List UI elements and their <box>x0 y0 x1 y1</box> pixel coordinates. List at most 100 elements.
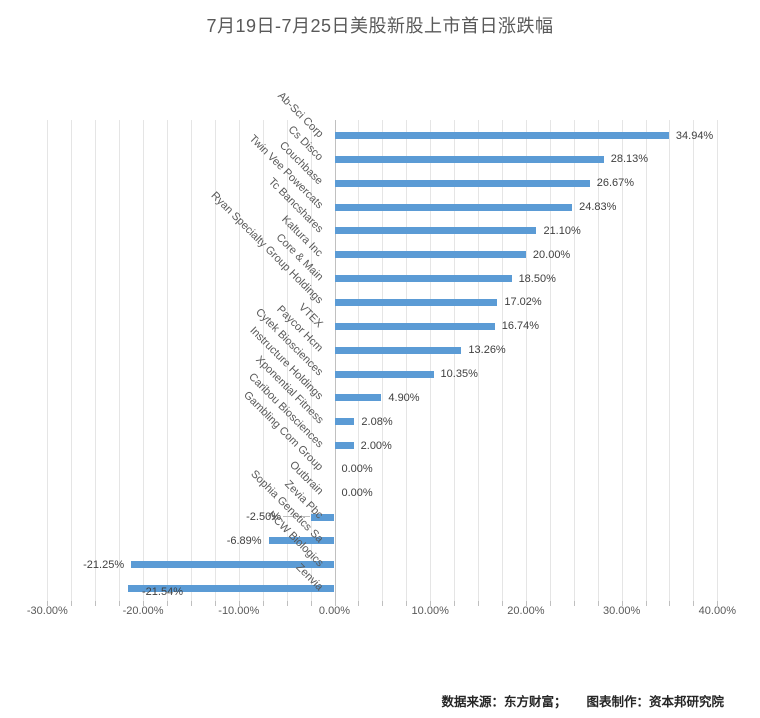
gridline <box>525 120 527 601</box>
bar-value-label: -21.25% <box>83 558 125 571</box>
gridline <box>95 120 97 601</box>
gridline <box>167 120 168 601</box>
bar-value-label: 26.67% <box>596 177 635 190</box>
axis-tick-mark <box>214 601 216 606</box>
bar-value-label: 0.00% <box>341 487 373 500</box>
gridline <box>358 120 360 601</box>
bar <box>334 155 604 163</box>
gridline <box>573 120 575 601</box>
gridline <box>71 120 73 601</box>
gridline <box>693 120 695 601</box>
bar <box>268 537 335 545</box>
gridline <box>549 120 551 601</box>
bar <box>334 394 382 402</box>
bar-value-label: -6.89% <box>226 534 262 547</box>
bar <box>334 370 434 378</box>
bar-value-label: 34.94% <box>675 129 714 142</box>
footer-chart-credit: 图表制作：资本邦研究院 <box>586 695 724 709</box>
x-axis-tick-label: -30.00% <box>26 605 68 617</box>
x-axis-tick-label: 20.00% <box>507 605 545 617</box>
gridline <box>478 120 480 601</box>
axis-tick-mark <box>549 601 551 606</box>
axis-tick-mark <box>143 601 145 606</box>
gridline <box>406 120 408 601</box>
footer-data-source: 数据来源：东方财富； <box>441 695 567 709</box>
bar-value-label: 28.13% <box>610 153 649 166</box>
x-axis-tick-label: 0.00% <box>318 605 351 617</box>
bar-value-label: 21.10% <box>543 224 581 237</box>
axis-tick-mark <box>286 601 288 606</box>
bar <box>334 275 512 283</box>
gridline <box>454 120 456 601</box>
axis-tick-mark <box>334 601 336 606</box>
bar-value-label: 2.00% <box>360 439 392 452</box>
axis-tick-mark <box>119 601 121 606</box>
gridline <box>238 120 240 601</box>
bar <box>334 251 526 259</box>
bar-value-label: 17.02% <box>504 296 542 309</box>
zero-axis-line <box>334 120 336 601</box>
axis-tick-mark <box>430 601 432 606</box>
bar-value-label: 13.26% <box>468 344 506 357</box>
axis-tick-mark <box>190 601 192 606</box>
gridline <box>597 120 599 601</box>
axis-tick-mark <box>238 601 240 606</box>
axis-tick-mark <box>358 601 360 606</box>
gridline <box>717 120 719 601</box>
bar-value-label: 20.00% <box>532 248 571 261</box>
axis-tick-mark <box>382 601 384 606</box>
gridline <box>430 120 432 601</box>
bar-value-label: 16.74% <box>501 320 540 333</box>
gridline <box>214 120 216 601</box>
axis-tick-mark <box>406 601 408 606</box>
bar-value-label: 24.83% <box>579 201 617 214</box>
axis-tick-mark <box>310 601 312 606</box>
axis-tick-mark <box>717 601 719 606</box>
axis-tick-mark <box>47 601 49 606</box>
axis-tick-mark <box>478 601 480 606</box>
gridline <box>119 120 121 601</box>
bar-value-label: 18.50% <box>518 272 556 285</box>
gridline <box>310 120 312 601</box>
bar <box>310 513 335 521</box>
axis-tick-mark <box>95 601 97 606</box>
axis-tick-mark <box>501 601 503 606</box>
axis-tick-mark <box>669 601 671 606</box>
bar <box>334 132 669 139</box>
bar-value-label: 0.00% <box>341 463 373 476</box>
gridline <box>621 120 623 601</box>
bar <box>334 442 354 450</box>
gridline <box>190 120 192 601</box>
gridline <box>47 120 49 601</box>
axis-tick-mark <box>454 601 456 606</box>
x-axis-tick-label: 10.00% <box>411 605 449 617</box>
bar <box>334 179 590 187</box>
gridline <box>143 120 145 601</box>
bar-value-label: -2.50% <box>246 511 281 524</box>
gridline <box>382 120 384 601</box>
axis-tick-mark <box>597 601 599 606</box>
axis-tick-mark <box>621 601 623 606</box>
axis-tick-mark <box>525 601 527 606</box>
axis-tick-mark <box>262 601 264 606</box>
leader-line <box>283 516 310 518</box>
bar <box>334 298 498 306</box>
bar-value-label: -21.54% <box>142 585 183 598</box>
bar-value-label: 4.90% <box>388 391 420 404</box>
x-axis-tick-label: -10.00% <box>218 605 260 617</box>
x-axis-tick-label: 40.00% <box>698 605 736 617</box>
bar <box>128 585 335 593</box>
gridline <box>645 120 647 601</box>
bar <box>334 346 462 354</box>
bar <box>131 561 335 569</box>
gridline <box>669 120 671 601</box>
gridline <box>286 120 288 601</box>
bar <box>334 322 495 330</box>
chart-title: 7月19日-7月25日美股新股上市首日涨跌幅 <box>206 16 554 36</box>
axis-tick-mark <box>645 601 647 606</box>
footer: 数据来源：东方财富； 图表制作：资本邦研究院 <box>441 691 724 710</box>
bar-value-label: 2.08% <box>361 415 393 428</box>
bar <box>334 227 537 235</box>
